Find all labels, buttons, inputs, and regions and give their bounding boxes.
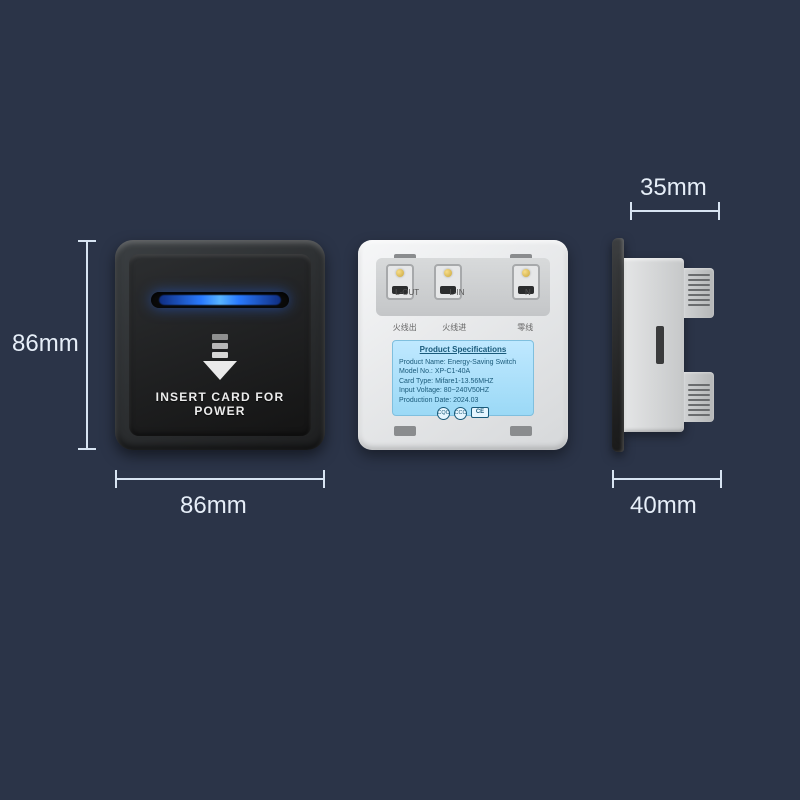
spec-label: Model No.: (399, 368, 433, 375)
dimension-width-label: 86mm (180, 492, 247, 520)
back-view: L-OUT L-IN N 火线出 火线进 零线 Product Specific… (358, 240, 568, 450)
insert-card-label: INSERT CARD FOR POWER (129, 390, 311, 418)
dimension-cap (720, 470, 722, 488)
front-inner-panel: INSERT CARD FOR POWER (129, 254, 311, 436)
dimension-cap (115, 470, 117, 488)
product-dimension-diagram: INSERT CARD FOR POWER L-OUT L-IN N 火线出 火… (0, 0, 800, 800)
dimension-cap (718, 202, 720, 220)
down-arrow-icon (195, 334, 245, 380)
terminal-block (376, 258, 550, 316)
dimension-cap (78, 240, 96, 242)
mounting-clip (394, 426, 416, 436)
terminal-cn-label: 火线出 (393, 322, 417, 333)
dimension-cap (78, 448, 96, 450)
dimension-cap (612, 470, 614, 488)
dimension-cap (630, 202, 632, 220)
spec-label: Product Name: (399, 359, 446, 366)
spec-value: 80~240V50HZ (444, 387, 489, 394)
spec-title: Product Specifications (399, 345, 527, 356)
side-slot (656, 326, 664, 364)
spec-value: Mifare1-13.56MHZ (435, 378, 493, 385)
spec-sticker: Product Specifications Product Name: Ene… (392, 340, 534, 416)
dimension-height-line (86, 240, 88, 450)
dimension-35-line (630, 210, 720, 212)
side-vents-top (688, 274, 710, 306)
dimension-cap (323, 470, 325, 488)
side-front-face (612, 238, 624, 452)
side-view (612, 238, 722, 452)
spec-value: XP-C1-40A (435, 368, 470, 375)
dimension-width-line (115, 478, 325, 480)
dimension-40-line (612, 478, 722, 480)
dimension-height-label: 86mm (12, 330, 79, 358)
card-slot-led (151, 292, 289, 308)
cert-badge-ce: CE (471, 407, 489, 418)
terminal-chinese-labels: 火线出 火线进 零线 (380, 322, 546, 333)
terminal-labels: L-OUT L-IN N (380, 288, 546, 297)
dimension-40-label: 40mm (630, 492, 697, 520)
terminal-label: N (525, 288, 531, 297)
dimension-35-label: 35mm (640, 174, 707, 202)
terminal-label: L-IN (449, 288, 464, 297)
spec-value: Energy-Saving Switch (448, 359, 516, 366)
cert-badge-ccc: CCC (454, 407, 467, 420)
terminal-cn-label: 火线进 (442, 322, 466, 333)
terminal-cn-label: 零线 (517, 322, 533, 333)
terminal-label: L-OUT (395, 288, 419, 297)
spec-label: Input Voltage: (399, 387, 442, 394)
cert-badges: CQC CCC CE (399, 407, 527, 420)
mounting-clip (510, 426, 532, 436)
spec-label: Production Date: (399, 397, 451, 404)
spec-value: 2024.03 (453, 397, 478, 404)
front-view: INSERT CARD FOR POWER (115, 240, 325, 450)
side-chassis (624, 258, 684, 432)
spec-label: Card Type: (399, 378, 433, 385)
cert-badge-cqc: CQC (437, 407, 450, 420)
side-vents-bot (688, 384, 710, 416)
